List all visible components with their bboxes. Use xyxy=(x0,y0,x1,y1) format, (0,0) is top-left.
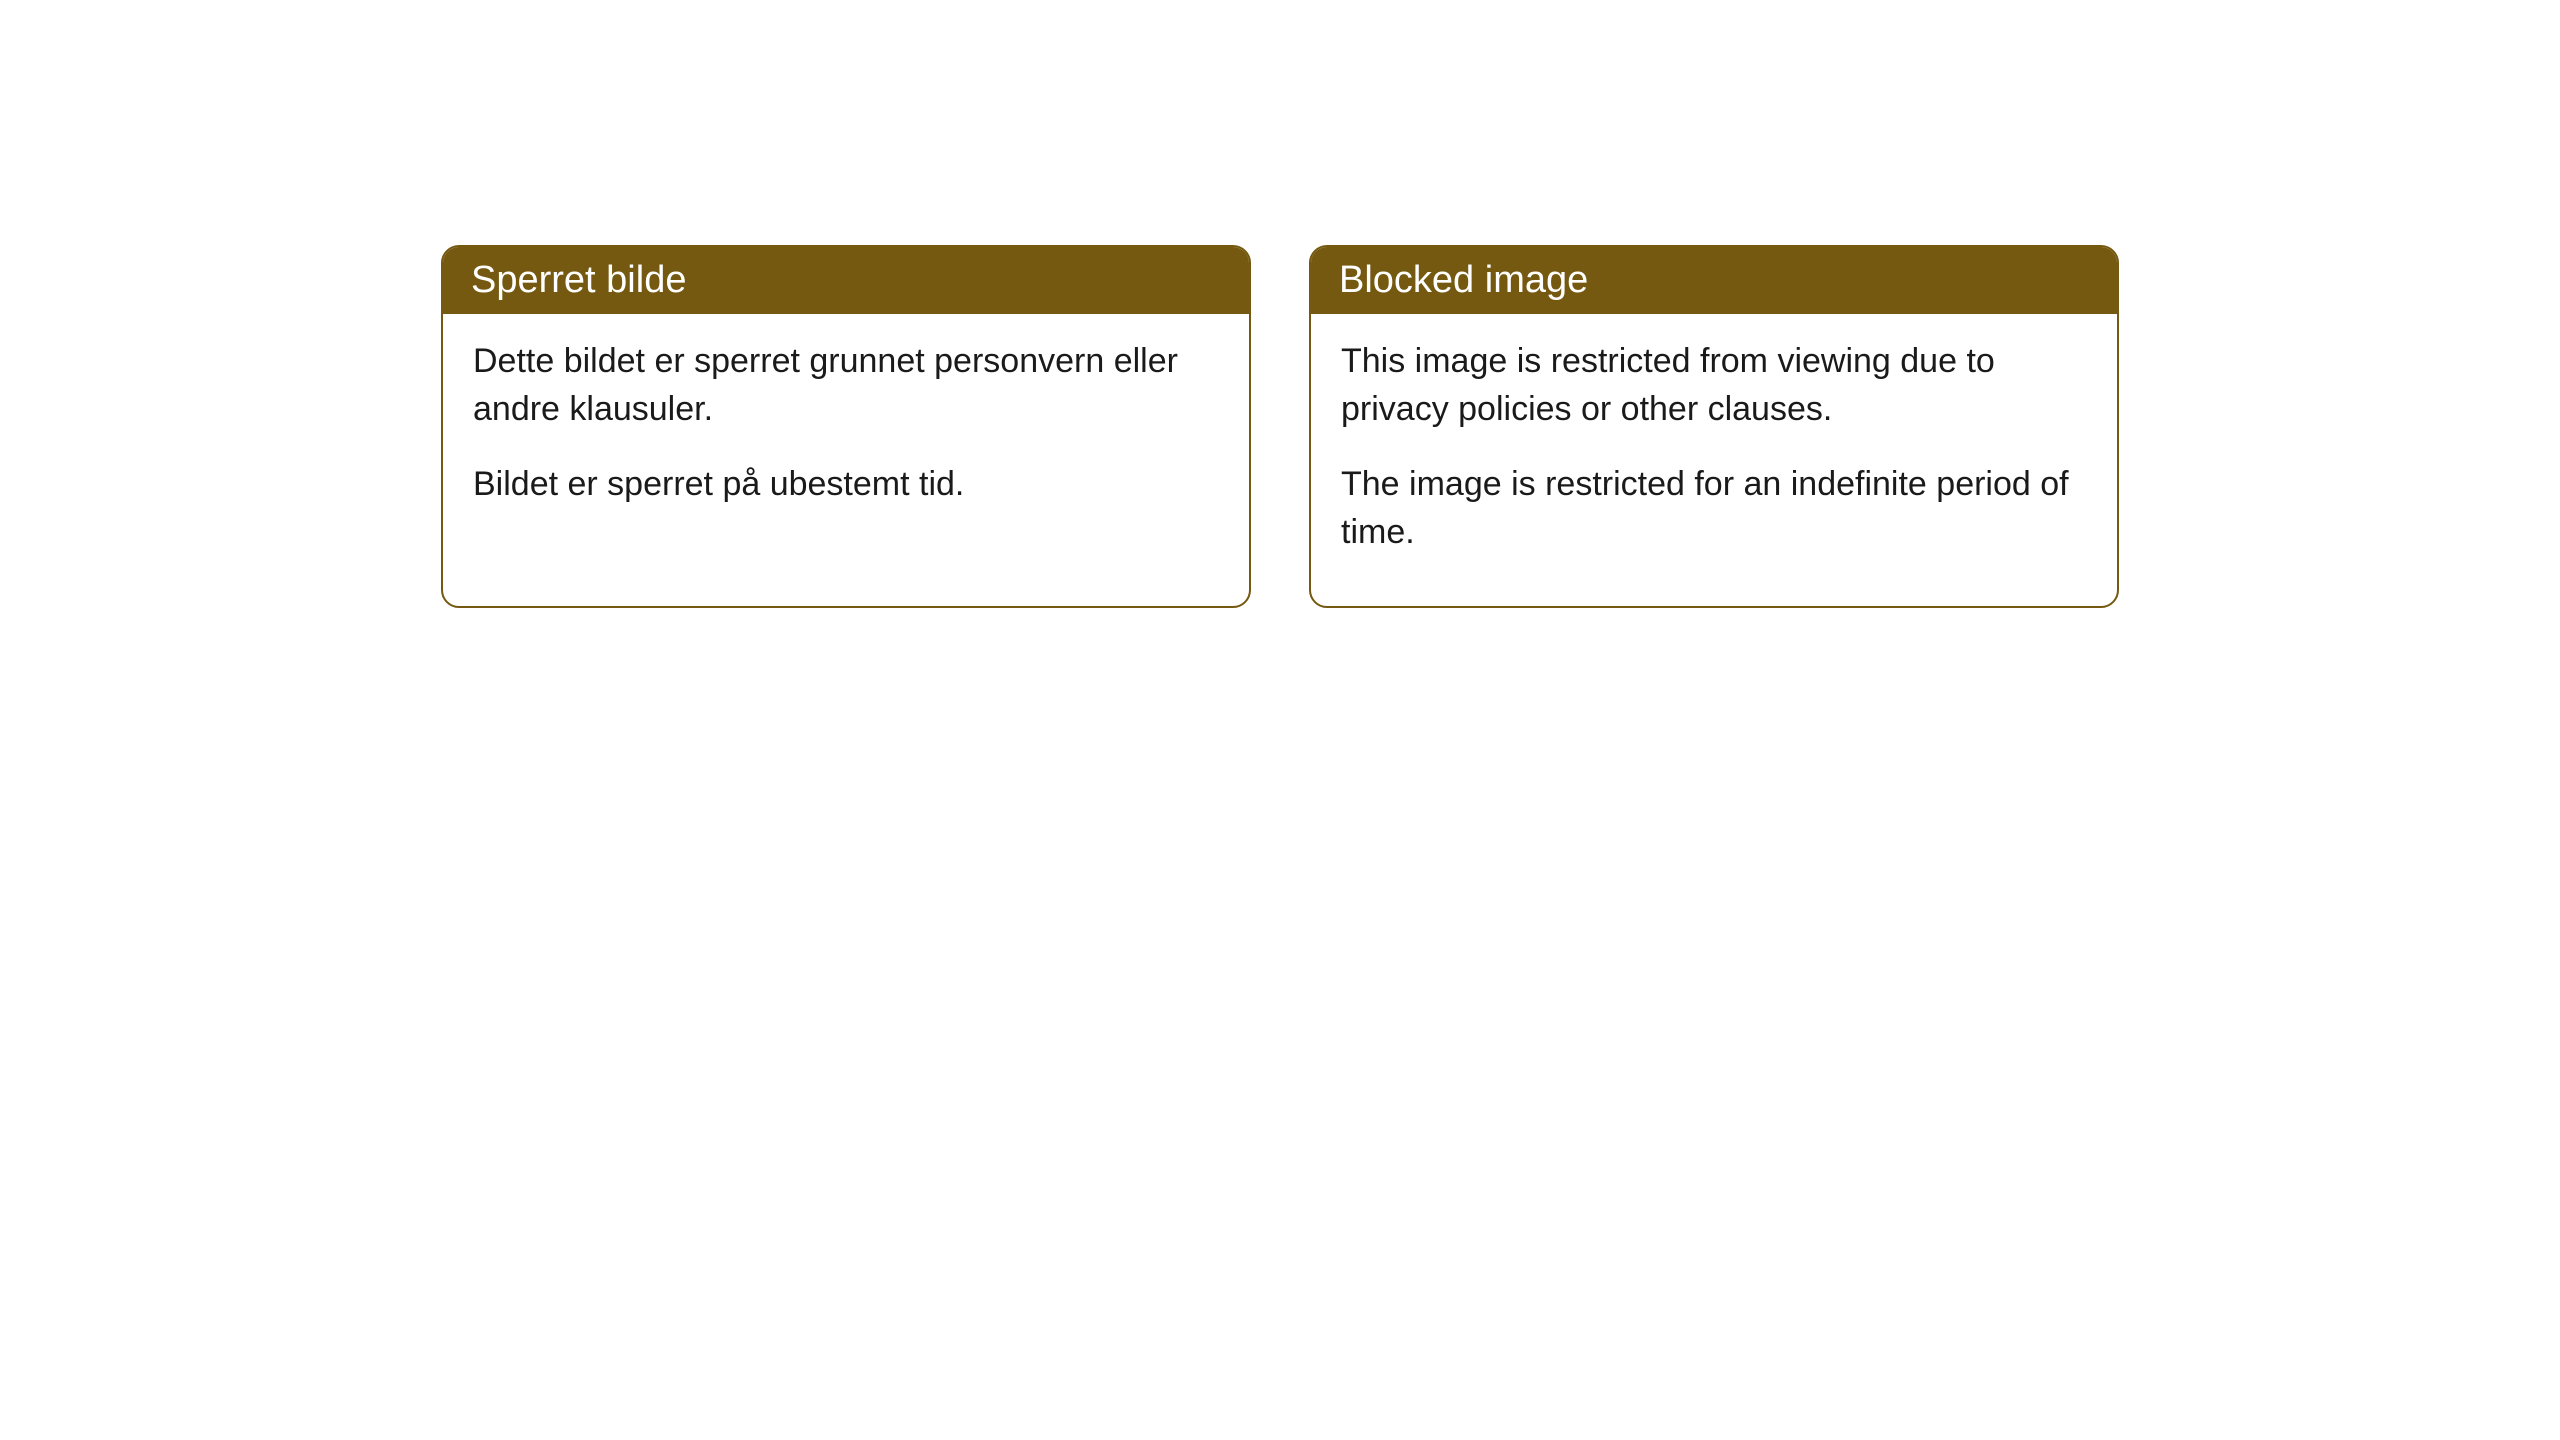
notice-card-english: Blocked image This image is restricted f… xyxy=(1309,245,2119,608)
card-paragraph: Dette bildet er sperret grunnet personve… xyxy=(473,338,1219,433)
card-paragraph: This image is restricted from viewing du… xyxy=(1341,338,2087,433)
notice-card-norwegian: Sperret bilde Dette bildet er sperret gr… xyxy=(441,245,1251,608)
card-body: This image is restricted from viewing du… xyxy=(1311,314,2117,606)
notice-container: Sperret bilde Dette bildet er sperret gr… xyxy=(0,245,2560,608)
card-header: Sperret bilde xyxy=(443,247,1249,314)
card-title: Sperret bilde xyxy=(471,259,686,301)
card-body: Dette bildet er sperret grunnet personve… xyxy=(443,314,1249,559)
card-paragraph: Bildet er sperret på ubestemt tid. xyxy=(473,461,1219,509)
card-header: Blocked image xyxy=(1311,247,2117,314)
card-paragraph: The image is restricted for an indefinit… xyxy=(1341,461,2087,556)
card-title: Blocked image xyxy=(1339,259,1588,301)
